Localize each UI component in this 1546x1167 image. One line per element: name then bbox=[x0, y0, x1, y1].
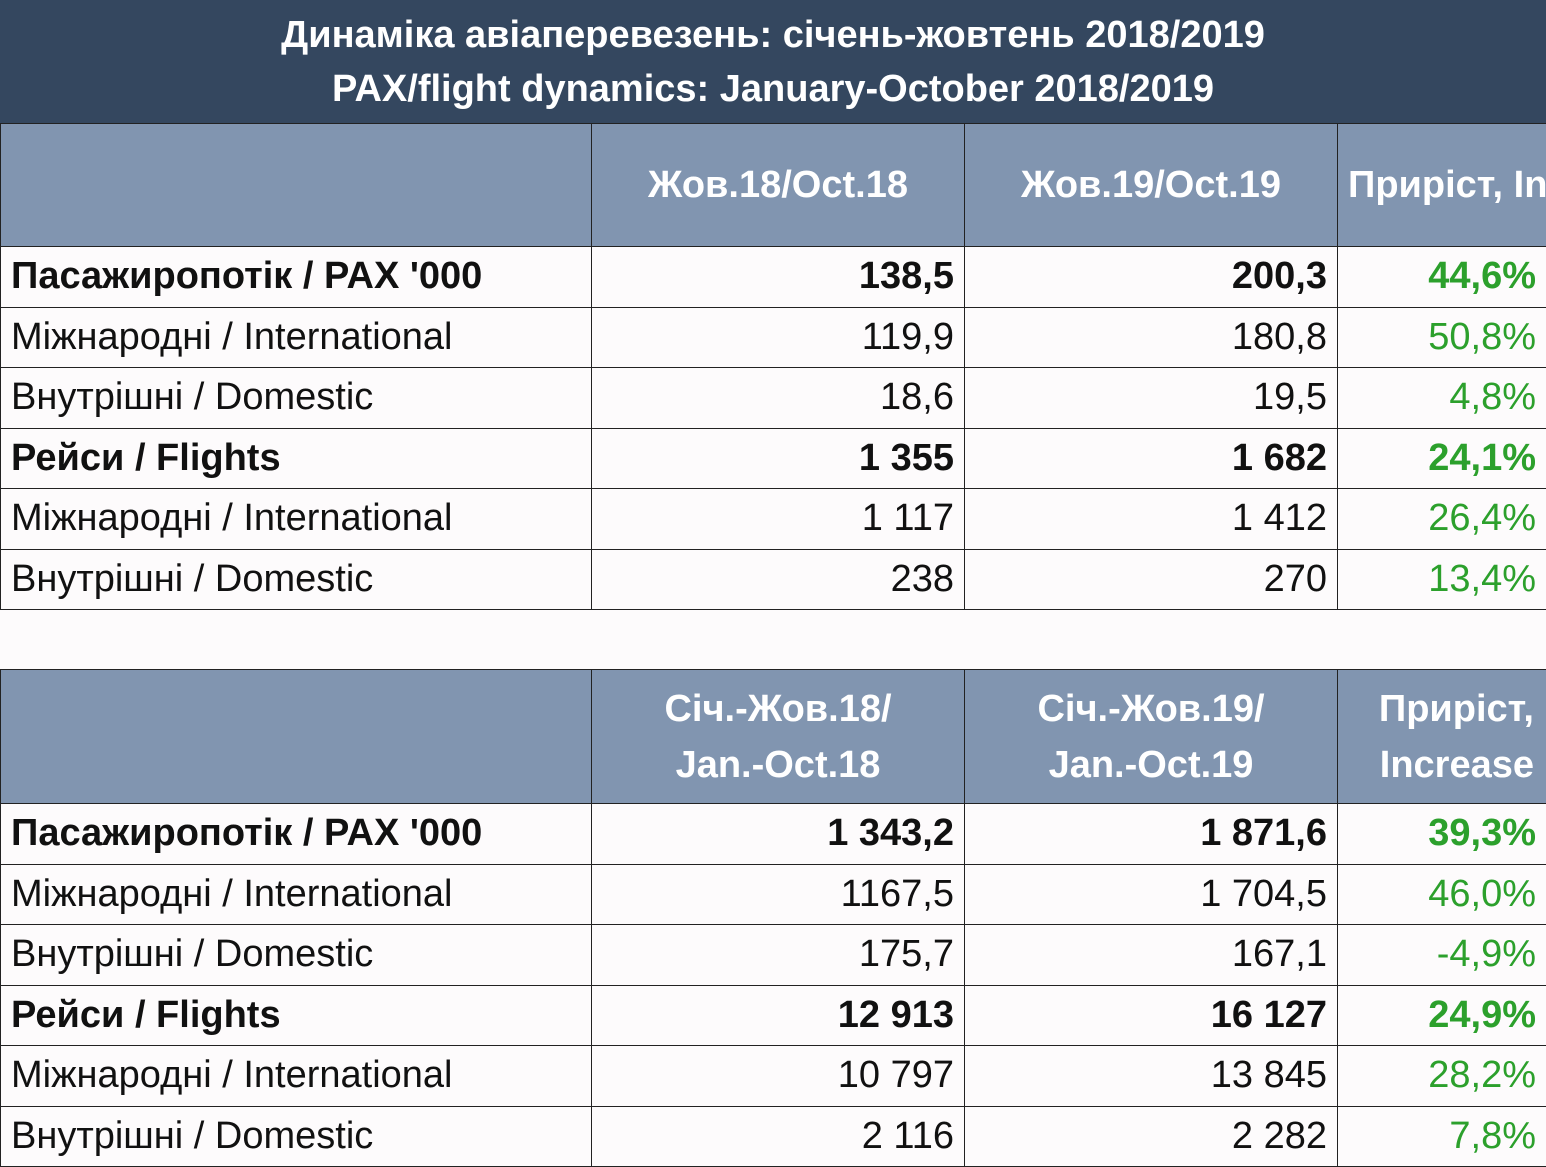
table-title: Динаміка авіаперевезень: січень-жовтень … bbox=[0, 0, 1546, 123]
value-2018: 2 116 bbox=[591, 1105, 965, 1167]
row-label: Міжнародні / International bbox=[0, 306, 592, 368]
row-label: Внутрішні / Domestic bbox=[0, 548, 592, 610]
increase-value: 46,0% bbox=[1337, 863, 1546, 925]
value-2019: 180,8 bbox=[964, 306, 1338, 368]
header-2019-line: Жов.19/Oct.19 bbox=[1021, 164, 1281, 206]
value-2019: 1 871,6 bbox=[964, 803, 1338, 865]
row-label: Міжнародні / International bbox=[0, 1045, 592, 1107]
table-row: Міжнародні / International 119,9 180,8 50,8… bbox=[0, 306, 1546, 368]
value-2019: 200,3 bbox=[964, 246, 1338, 308]
title-english: PAX/flight dynamics: January-October 201… bbox=[331, 68, 1215, 110]
value-2019: 19,5 bbox=[964, 367, 1338, 429]
value-2018: 12 913 bbox=[591, 984, 965, 1046]
value-2019: 1 412 bbox=[964, 488, 1338, 550]
value-2019: 2 282 bbox=[964, 1105, 1338, 1167]
header-blank bbox=[0, 123, 592, 247]
row-label: Внутрішні / Domestic bbox=[0, 924, 592, 986]
increase-value: 24,9% bbox=[1337, 984, 1546, 1046]
value-2019: 270 bbox=[964, 548, 1338, 610]
increase-value: 4,8% bbox=[1337, 367, 1546, 429]
value-2018: 1 117 bbox=[591, 488, 965, 550]
header-2019-line: Jan.-Oct.19 bbox=[1048, 743, 1254, 786]
table-row: Рейси / Flights 1 355 1 682 24,1% bbox=[0, 427, 1546, 489]
table-row: Пасажиропотік / PAX '000 138,5 200,3 44,6% bbox=[0, 246, 1546, 308]
table-row: Пасажиропотік / PAX '000 1 343,2 1 871,6 39… bbox=[0, 803, 1546, 865]
header-2019-line: Січ.-Жов.19/ bbox=[1037, 687, 1265, 730]
table-row: Внутрішні / Domestic 175,7 167,1 -4,9% bbox=[0, 924, 1546, 986]
increase-value: 26,4% bbox=[1337, 488, 1546, 550]
value-2019: 1 704,5 bbox=[964, 863, 1338, 925]
header-2018: Жов.18/Oct.18 bbox=[591, 123, 965, 247]
title-ukrainian: Динаміка авіаперевезень: січень-жовтень … bbox=[281, 14, 1265, 56]
row-label: Пасажиропотік / PAX '000 bbox=[0, 246, 592, 308]
value-2018: 119,9 bbox=[591, 306, 965, 368]
value-2019: 13 845 bbox=[964, 1045, 1338, 1107]
row-label: Міжнародні / International bbox=[0, 863, 592, 925]
value-2018: 175,7 bbox=[591, 924, 965, 986]
value-2019: 16 127 bbox=[964, 984, 1338, 1046]
value-2019: 167,1 bbox=[964, 924, 1338, 986]
header-2019: Січ.-Жов.19/Jan.-Oct.19 bbox=[964, 669, 1338, 804]
row-label: Рейси / Flights bbox=[0, 427, 592, 489]
table-row: Міжнародні / International 10 797 13 845 28… bbox=[0, 1045, 1546, 1107]
row-label: Внутрішні / Domestic bbox=[0, 1105, 592, 1167]
table-row: Внутрішні / Domestic 238 270 13,4% bbox=[0, 548, 1546, 610]
value-2018: 1 355 bbox=[591, 427, 965, 489]
value-2019: 1 682 bbox=[964, 427, 1338, 489]
header-blank bbox=[0, 669, 592, 804]
header-increase-line: Приріст, Increase bbox=[1348, 164, 1546, 206]
header-2018-line: Jan.-Oct.18 bbox=[675, 743, 881, 786]
row-label: Рейси / Flights bbox=[0, 984, 592, 1046]
increase-value: 44,6% bbox=[1337, 246, 1546, 308]
increase-value: 24,1% bbox=[1337, 427, 1546, 489]
increase-value: 13,4% bbox=[1337, 548, 1546, 610]
table-row: Внутрішні / Domestic 18,6 19,5 4,8% bbox=[0, 367, 1546, 429]
monthly-table: Жов.18/Oct.18 Жов.19/Oct.19 Приріст, Incre… bbox=[0, 123, 1546, 610]
header-increase: Приріст, Increase bbox=[1337, 123, 1546, 247]
header-2018: Січ.-Жов.18/Jan.-Oct.18 bbox=[591, 669, 965, 804]
header-increase: Приріст, Increase bbox=[1337, 669, 1546, 804]
increase-value: 39,3% bbox=[1337, 803, 1546, 865]
table-row: Рейси / Flights 12 913 16 127 24,9% bbox=[0, 984, 1546, 1046]
header-row: Жов.18/Oct.18 Жов.19/Oct.19 Приріст, Incre… bbox=[0, 123, 1546, 247]
header-increase-line: Increase bbox=[1379, 743, 1534, 786]
value-2018: 10 797 bbox=[591, 1045, 965, 1107]
value-2018: 1167,5 bbox=[591, 863, 965, 925]
value-2018: 238 bbox=[591, 548, 965, 610]
row-label: Внутрішні / Domestic bbox=[0, 367, 592, 429]
header-row: Січ.-Жов.18/Jan.-Oct.18 Січ.-Жов.19/Jan.-… bbox=[0, 669, 1546, 804]
increase-value: -4,9% bbox=[1337, 924, 1546, 986]
increase-value: 50,8% bbox=[1337, 306, 1546, 368]
header-2019: Жов.19/Oct.19 bbox=[964, 123, 1338, 247]
value-2018: 138,5 bbox=[591, 246, 965, 308]
increase-value: 28,2% bbox=[1337, 1045, 1546, 1107]
row-label: Пасажиропотік / PAX '000 bbox=[0, 803, 592, 865]
table-row: Внутрішні / Domestic 2 116 2 282 7,8% bbox=[0, 1105, 1546, 1167]
table-row: Міжнародні / International 1 117 1 412 26,4… bbox=[0, 488, 1546, 550]
header-2018-line: Жов.18/Oct.18 bbox=[648, 164, 908, 206]
increase-value: 7,8% bbox=[1337, 1105, 1546, 1167]
row-label: Міжнародні / International bbox=[0, 488, 592, 550]
header-2018-line: Січ.-Жов.18/ bbox=[664, 687, 892, 730]
ytd-table: Січ.-Жов.18/Jan.-Oct.18 Січ.-Жов.19/Jan.-… bbox=[0, 669, 1546, 1167]
table-row: Міжнародні / International 1167,5 1 704,5 4… bbox=[0, 863, 1546, 925]
value-2018: 1 343,2 bbox=[591, 803, 965, 865]
header-increase-line: Приріст, bbox=[1378, 687, 1534, 730]
value-2018: 18,6 bbox=[591, 367, 965, 429]
